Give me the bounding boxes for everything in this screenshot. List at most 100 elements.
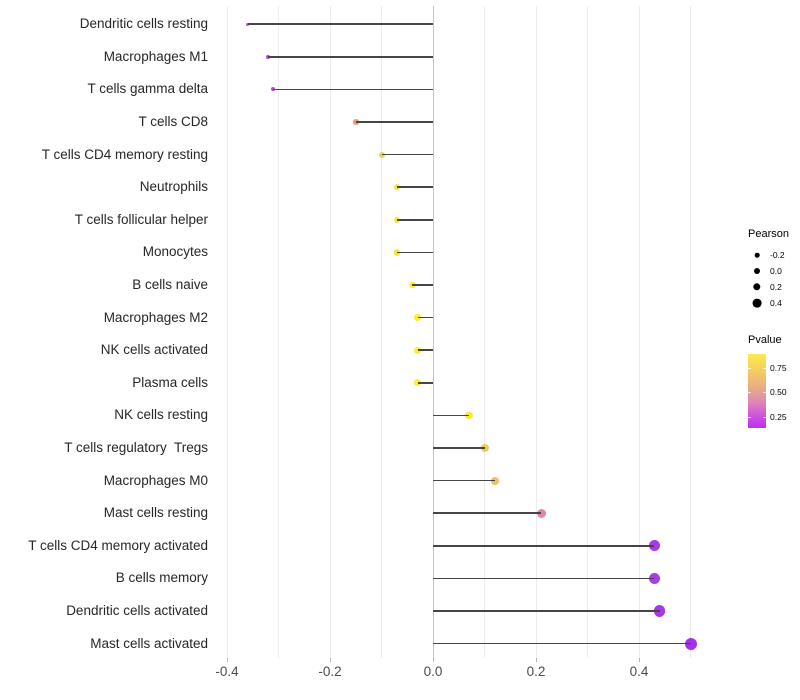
lollipop-stem bbox=[433, 447, 485, 449]
lollipop-stem bbox=[355, 121, 433, 123]
y-axis-label: Mast cells activated bbox=[90, 635, 208, 651]
lollipop-stem bbox=[273, 88, 433, 91]
gridline bbox=[381, 6, 382, 658]
lollipop-stem bbox=[247, 23, 433, 25]
pearson-legend-item: 0.2 bbox=[748, 279, 789, 295]
pearson-size-legend: Pearson -0.2 0.0 0.2 0.4 bbox=[748, 228, 789, 311]
lollipop-stem bbox=[433, 479, 495, 482]
y-axis-label: T cells regulatory Tregs bbox=[64, 440, 208, 455]
y-axis-label: Monocytes bbox=[142, 244, 208, 260]
pearson-legend-circle bbox=[752, 298, 762, 308]
y-axis-label: Mast cells resting bbox=[103, 505, 208, 521]
gridline bbox=[278, 6, 279, 658]
y-axis-label: Neutrophils bbox=[139, 179, 208, 195]
lollipop-stem bbox=[433, 545, 655, 547]
pearson-legend-item: 0.4 bbox=[748, 295, 789, 311]
lollipop-stem bbox=[381, 153, 433, 156]
lollipop-dot bbox=[536, 508, 546, 518]
lollipop-dot bbox=[271, 87, 276, 92]
y-axis-label: T cells CD8 bbox=[138, 114, 208, 129]
lollipop-stem bbox=[417, 349, 433, 351]
colorbar-tick bbox=[763, 392, 766, 394]
lollipop-stem bbox=[433, 577, 655, 580]
gridline bbox=[638, 6, 640, 658]
y-axis-label: T cells gamma delta bbox=[87, 81, 208, 97]
y-axis-label: Plasma cells bbox=[132, 374, 208, 390]
plot-panel bbox=[215, 6, 715, 658]
lollipop-dot bbox=[648, 572, 661, 585]
pearson-legend-label: 0.2 bbox=[770, 282, 782, 292]
y-axis-label: NK cells activated bbox=[100, 342, 208, 358]
lollipop-stem bbox=[417, 316, 433, 319]
y-axis-label: Dendritic cells activated bbox=[66, 603, 208, 618]
colorbar-tick bbox=[763, 416, 766, 418]
pearson-legend-circle bbox=[754, 268, 760, 274]
lollipop-stem bbox=[433, 642, 691, 645]
lollipop-stem bbox=[396, 251, 433, 254]
y-axis-label: B cells naive bbox=[132, 277, 208, 292]
lollipop-dot bbox=[245, 22, 250, 26]
pvalue-colorbar: 0.75 0.50 0.25 bbox=[748, 354, 787, 428]
lollipop-stem bbox=[396, 186, 433, 188]
lollipop-dot bbox=[480, 444, 489, 452]
lollipop-stem bbox=[433, 512, 542, 514]
gridline bbox=[226, 6, 228, 658]
lollipop-dot bbox=[414, 346, 421, 354]
colorbar-tick-label: 0.50 bbox=[770, 387, 787, 398]
pearson-legend-label: 0.0 bbox=[770, 266, 782, 276]
lollipop-stem bbox=[268, 56, 433, 58]
y-axis-label: Dendritic cells resting bbox=[79, 16, 208, 32]
x-axis-tick bbox=[535, 658, 537, 662]
gridline bbox=[329, 6, 331, 658]
lollipop-dot bbox=[414, 379, 421, 387]
y-axis-label: Macrophages M2 bbox=[103, 309, 208, 325]
y-axis-labels: Dendritic cells resting Macrophages M1 T c… bbox=[0, 6, 208, 658]
pvalue-color-legend: Pvalue 0.75 0.50 0.25 bbox=[748, 334, 787, 428]
pearson-legend-circle bbox=[753, 283, 761, 291]
colorbar-tick bbox=[748, 392, 751, 394]
colorbar-tick bbox=[748, 416, 751, 418]
gridline bbox=[484, 6, 485, 658]
colorbar-tick bbox=[748, 368, 751, 370]
lollipop-stem bbox=[433, 610, 660, 612]
y-axis-label: Macrophages M0 bbox=[103, 472, 208, 488]
pearson-legend-item: 0.0 bbox=[748, 263, 789, 279]
y-axis-label: T cells CD4 memory resting bbox=[41, 146, 208, 162]
pearson-legend-circle bbox=[754, 252, 760, 258]
y-axis-label: T cells follicular helper bbox=[74, 211, 208, 227]
x-axis-tick-label: -0.4 bbox=[215, 664, 239, 679]
gridline bbox=[535, 6, 537, 658]
x-axis-tick-label: 0.0 bbox=[423, 664, 443, 679]
pearson-legend-label: 0.4 bbox=[770, 298, 782, 308]
x-axis-tick bbox=[432, 658, 434, 662]
x-axis-tick-label: -0.2 bbox=[318, 664, 342, 679]
lollipop-stem bbox=[433, 414, 470, 417]
pearson-legend-title: Pearson bbox=[748, 228, 789, 240]
lollipop-stem bbox=[396, 219, 433, 221]
lollipop-dot bbox=[648, 540, 661, 552]
pvalue-legend-title: Pvalue bbox=[748, 334, 782, 346]
y-axis-label: NK cells resting bbox=[114, 407, 208, 423]
lollipop-dot bbox=[414, 314, 421, 321]
y-axis-label: T cells CD4 memory activated bbox=[28, 537, 208, 553]
x-axis-tick bbox=[638, 658, 640, 662]
x-axis-tick-label: 0.2 bbox=[526, 664, 546, 679]
colorbar-tick bbox=[763, 368, 766, 370]
x-axis-tick-label: 0.4 bbox=[629, 664, 649, 679]
y-axis-label: Macrophages M1 bbox=[103, 48, 208, 64]
zero-gridline bbox=[432, 6, 434, 658]
lollipop-stem bbox=[412, 284, 433, 286]
x-axis-tick bbox=[226, 658, 228, 662]
x-axis-tick bbox=[329, 658, 331, 662]
y-axis-label: B cells memory bbox=[115, 570, 208, 586]
lollipop-dot bbox=[684, 637, 697, 650]
gridline bbox=[690, 6, 691, 658]
pearson-legend-item: -0.2 bbox=[748, 247, 789, 263]
pearson-legend-label: -0.2 bbox=[770, 250, 785, 260]
lollipop-stem bbox=[417, 382, 433, 384]
colorbar-tick-label: 0.75 bbox=[770, 363, 787, 374]
gridline bbox=[587, 6, 588, 658]
colorbar-tick-label: 0.25 bbox=[770, 411, 787, 422]
